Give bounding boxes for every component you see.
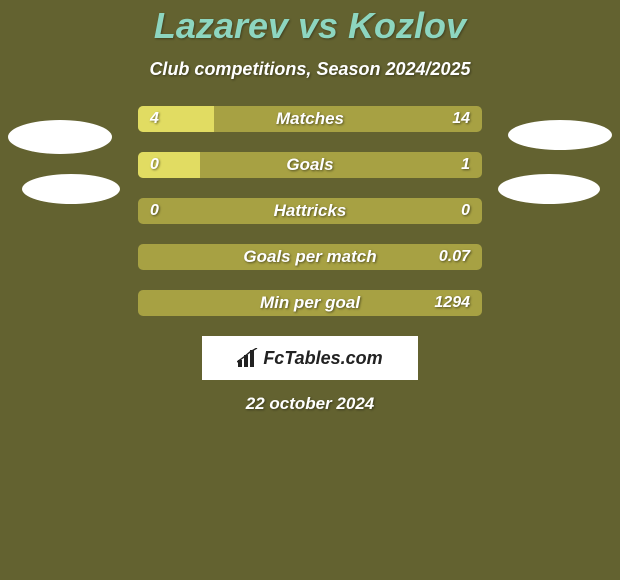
- stat-bar: 01Goals: [138, 152, 482, 178]
- comparison-chart: 414Matches 01Goals 00Hattricks 0.07Goals pe…: [0, 106, 620, 316]
- date-label: 22 october 2024: [0, 394, 620, 414]
- stat-bar: 0.07Goals per match: [138, 244, 482, 270]
- bar-chart-icon: [237, 348, 259, 368]
- logo-text: FcTables.com: [263, 348, 382, 369]
- stat-label: Min per goal: [138, 290, 482, 316]
- logo-box: FcTables.com: [202, 336, 418, 380]
- bar-list: 414Matches 01Goals 00Hattricks 0.07Goals pe…: [138, 106, 482, 316]
- stat-label: Goals per match: [138, 244, 482, 270]
- stat-bar: 414Matches: [138, 106, 482, 132]
- stat-bar: 1294Min per goal: [138, 290, 482, 316]
- page-subtitle: Club competitions, Season 2024/2025: [0, 59, 620, 80]
- stat-label: Matches: [138, 106, 482, 132]
- logo: FcTables.com: [237, 348, 382, 369]
- stat-label: Hattricks: [138, 198, 482, 224]
- stat-label: Goals: [138, 152, 482, 178]
- infographic-container: Lazarev vs Kozlov Club competitions, Sea…: [0, 0, 620, 580]
- stat-bar: 00Hattricks: [138, 198, 482, 224]
- page-title: Lazarev vs Kozlov: [0, 0, 620, 47]
